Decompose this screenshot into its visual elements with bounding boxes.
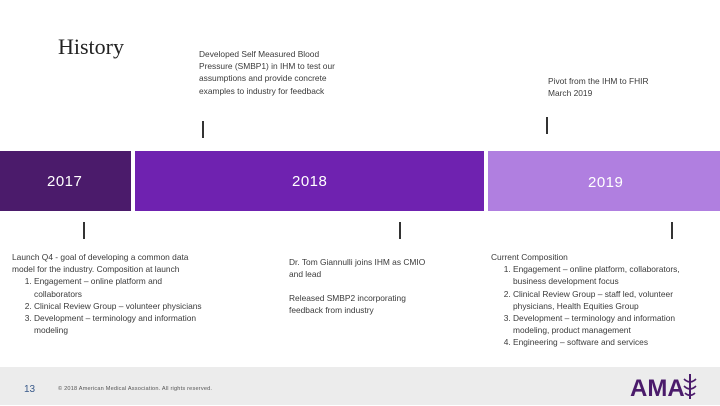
note-2017-bottom: Launch Q4 - goal of developing a common … bbox=[12, 251, 212, 336]
list-item: Clinical Review Group – volunteer physic… bbox=[34, 300, 212, 312]
note-2019-intro: Current Composition bbox=[491, 252, 568, 262]
tick-bottom-2019 bbox=[671, 222, 673, 239]
footer-bar bbox=[0, 367, 720, 405]
list-item: Engagement – online platform, collaborat… bbox=[513, 263, 706, 287]
tick-bottom-2018 bbox=[399, 222, 401, 239]
tick-bottom-2017 bbox=[83, 222, 85, 239]
slide-title: History bbox=[58, 34, 124, 59]
timeline-band-2018 bbox=[135, 151, 484, 211]
list-2019-composition: Engagement – online platform, collaborat… bbox=[491, 263, 706, 348]
list-item: Engineering – software and services bbox=[513, 336, 706, 348]
note-2019-bottom: Current Composition Engagement – online … bbox=[491, 251, 706, 349]
list-item: Development – terminology and informatio… bbox=[34, 312, 212, 336]
ama-logo: AMA bbox=[630, 371, 702, 402]
list-item: Development – terminology and informatio… bbox=[513, 312, 706, 336]
timeline-band-2017 bbox=[0, 151, 131, 211]
timeline-band-2019 bbox=[488, 151, 720, 211]
year-label-2019: 2019 bbox=[588, 174, 624, 191]
year-label-2017: 2017 bbox=[47, 173, 83, 190]
ama-logo-icon: AMA bbox=[630, 374, 697, 402]
list-item: Clinical Review Group – staff led, volun… bbox=[513, 288, 706, 312]
note-2018-bottom-b: Released SMBP2 incorporating feedback fr… bbox=[289, 293, 406, 316]
page-number: 13 bbox=[24, 384, 36, 395]
note-2019-top: Pivot from the IHM to FHIR March 2019 bbox=[548, 76, 649, 99]
tick-top-2019 bbox=[546, 117, 548, 134]
note-2018-bottom-a: Dr. Tom Giannulli joins IHM as CMIO and … bbox=[289, 257, 426, 280]
list-item: Engagement – online platform and collabo… bbox=[34, 275, 212, 299]
year-label-2018: 2018 bbox=[292, 173, 328, 190]
list-2017-composition: Engagement – online platform and collabo… bbox=[12, 275, 212, 336]
note-2018-top: Developed Self Measured Blood Pressure (… bbox=[199, 49, 335, 96]
note-2017-intro: Launch Q4 - goal of developing a common … bbox=[12, 252, 189, 275]
ama-logo-text: AMA bbox=[630, 375, 685, 401]
tick-top-2018 bbox=[202, 121, 204, 138]
copyright-notice: © 2018 American Medical Association. All… bbox=[58, 386, 213, 392]
